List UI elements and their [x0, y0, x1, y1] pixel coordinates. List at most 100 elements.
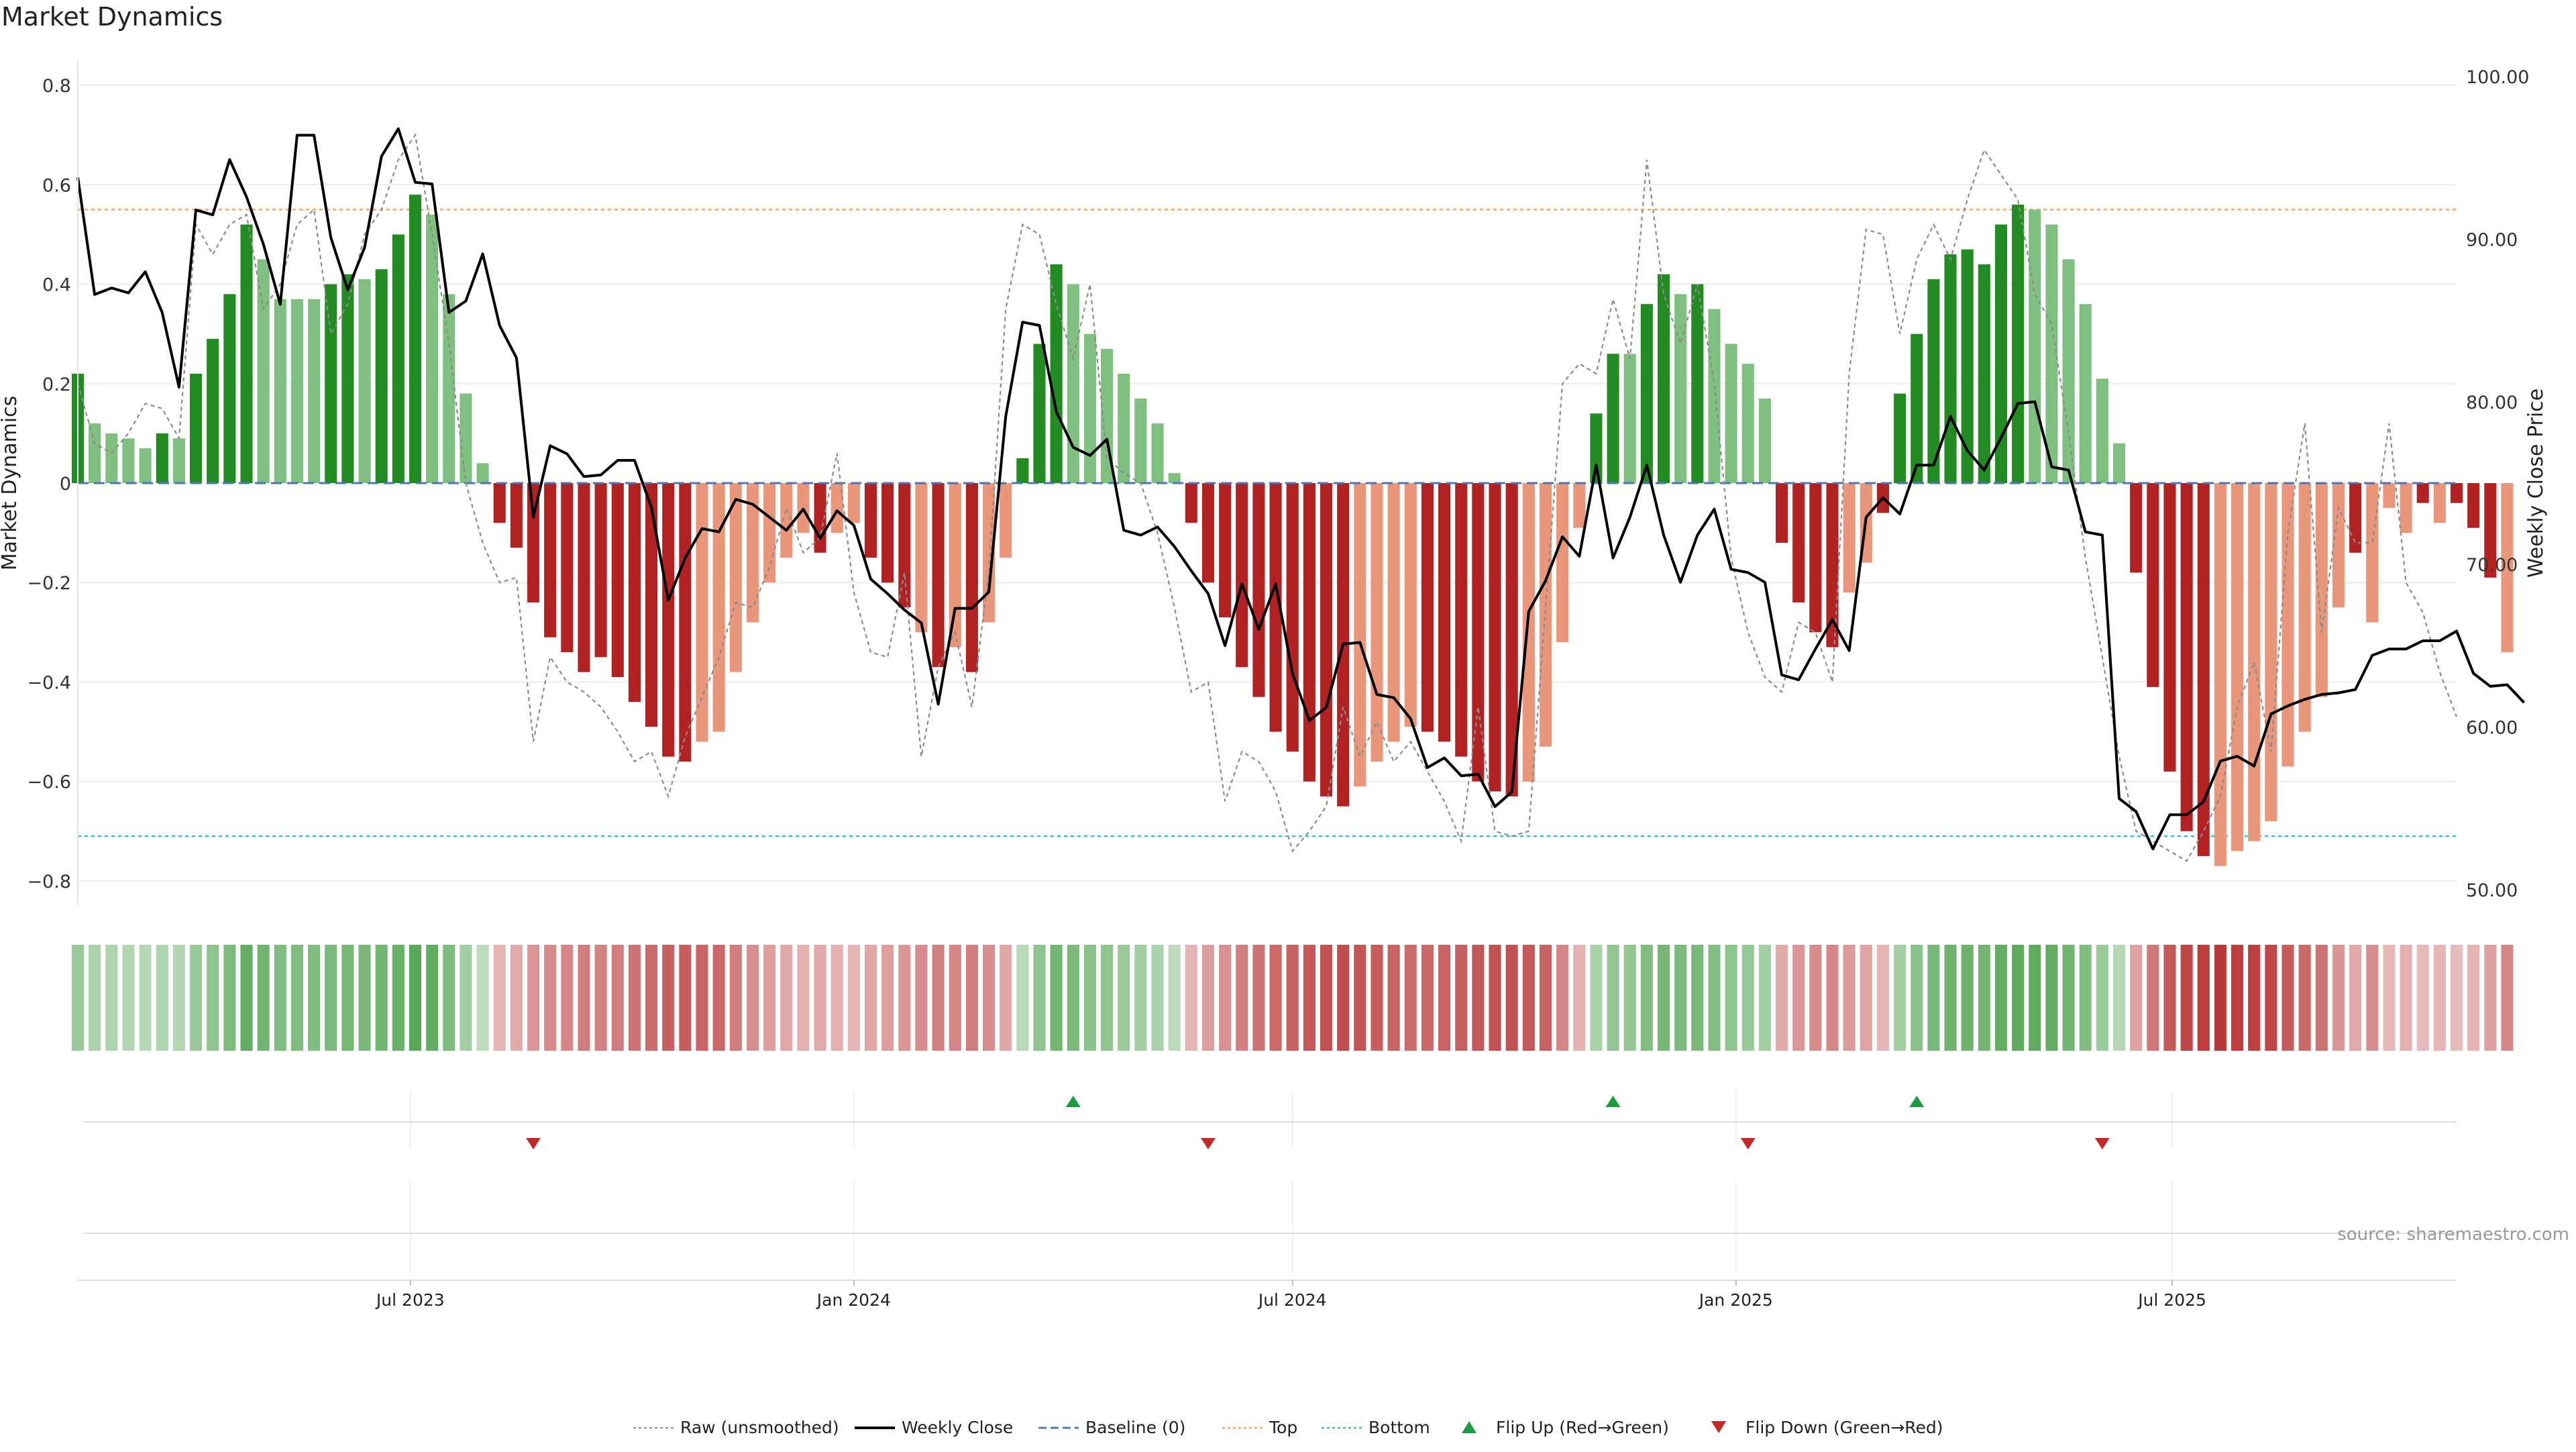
heat-cell	[2130, 945, 2143, 1051]
momentum-bar	[1843, 483, 1856, 593]
heat-cell	[2096, 945, 2108, 1051]
momentum-bar	[662, 483, 675, 757]
momentum-bar	[628, 483, 641, 703]
heat-cell	[2012, 945, 2025, 1051]
heat-cell	[2332, 945, 2345, 1051]
heat-cell	[1590, 945, 1603, 1051]
heat-cell	[1101, 945, 1114, 1051]
legend-label: Top	[1269, 1418, 1297, 1437]
legend-label: Flip Down (Green→Red)	[1746, 1418, 1943, 1437]
axes: Market Dynamics Weekly Close Price 0.8 0.…	[0, 60, 2548, 906]
momentum-bar	[426, 214, 439, 483]
x-tick-label: Jan 2025	[1698, 1290, 1773, 1310]
momentum-bar	[1573, 483, 1586, 528]
line-series	[76, 127, 2526, 862]
heat-cell	[830, 945, 843, 1051]
momentum-bar	[2248, 483, 2261, 841]
raw-line	[76, 133, 2458, 862]
heat-cell	[1657, 945, 1670, 1051]
momentum-bar	[712, 483, 725, 732]
momentum-bar	[122, 438, 135, 483]
heat-cell	[561, 945, 574, 1051]
momentum-bar	[2315, 483, 2328, 697]
heat-cell	[426, 945, 439, 1051]
heat-cell	[1320, 945, 1333, 1051]
heat-cell	[105, 945, 118, 1051]
momentum-bar	[2231, 483, 2244, 851]
momentum-bar	[1118, 373, 1130, 483]
momentum-bar	[1219, 483, 1232, 618]
chart-title: Market Dynamics	[1, 2, 223, 32]
momentum-bar	[1185, 483, 1197, 523]
y-tick-label: −0.6	[27, 772, 71, 793]
heat-cell	[2248, 945, 2261, 1051]
heat-cell	[712, 945, 725, 1051]
heat-cell	[594, 945, 607, 1051]
heat-cell	[443, 945, 455, 1051]
momentum-bar	[89, 423, 101, 483]
heat-cell	[746, 945, 759, 1051]
momentum-bar	[1505, 483, 1518, 796]
momentum-bar	[1033, 344, 1046, 483]
heat-cell	[1286, 945, 1299, 1051]
legend-label: Weekly Close	[902, 1418, 1013, 1437]
heat-cell	[1691, 945, 1704, 1051]
x-axis-ticks: Jul 2023 Jan 2024 Jul 2024 Jan 2025 Jul 2025	[78, 1280, 2457, 1310]
legend-swatch	[1462, 1421, 1477, 1433]
heat-cell	[881, 945, 894, 1051]
heat-cell	[611, 945, 624, 1051]
momentum-bar	[729, 483, 742, 672]
momentum-bar	[2349, 483, 2362, 553]
momentum-bar	[1354, 483, 1366, 787]
momentum-bar	[2433, 483, 2446, 523]
momentum-bar	[274, 299, 286, 483]
momentum-bar	[1455, 483, 1468, 757]
momentum-bar	[375, 269, 388, 483]
momentum-bar	[1303, 483, 1316, 782]
momentum-bar	[1067, 284, 1079, 483]
y-tick-label: 0.4	[42, 275, 71, 296]
x-tick-label: Jul 2025	[2137, 1290, 2206, 1310]
momentum-bar	[949, 483, 961, 647]
heat-cell	[172, 945, 185, 1051]
heat-cell	[2416, 945, 2429, 1051]
heat-cell	[578, 945, 590, 1051]
heat-cell	[1421, 945, 1434, 1051]
heat-cell	[1978, 945, 1990, 1051]
momentum-bar	[1826, 483, 1839, 647]
momentum-bar	[1320, 483, 1333, 796]
momentum-bar	[1691, 284, 1704, 483]
flip-up-marker	[1065, 1096, 1081, 1107]
legend-swatch	[1711, 1421, 1726, 1433]
momentum-bar	[780, 483, 793, 558]
momentum-bar	[915, 483, 928, 633]
heat-cell	[1083, 945, 1096, 1051]
heat-cell	[2467, 945, 2480, 1051]
heat-cell	[662, 945, 675, 1051]
legend-label: Bottom	[1368, 1418, 1430, 1437]
momentum-bar	[1927, 279, 1940, 483]
momentum-bar	[2163, 483, 2176, 772]
heat-cell	[476, 945, 489, 1051]
heat-cell	[1573, 945, 1586, 1051]
momentum-bar	[1472, 483, 1485, 782]
heat-cell	[814, 945, 826, 1051]
y2-axis-label: Weekly Close Price	[2524, 388, 2548, 578]
heat-cell	[341, 945, 354, 1051]
momentum-bar	[1623, 354, 1636, 483]
momentum-bar	[325, 284, 337, 483]
y-axis-label: Market Dynamics	[0, 396, 21, 571]
heat-cell	[1168, 945, 1181, 1051]
heat-cell	[2214, 945, 2226, 1051]
momentum-bar	[2096, 378, 2108, 483]
momentum-bar	[1269, 483, 1282, 732]
heat-cell	[1792, 945, 1805, 1051]
heat-cell	[156, 945, 168, 1051]
momentum-bar	[1371, 483, 1383, 762]
momentum-bar	[1725, 344, 1737, 483]
momentum-bar	[1134, 399, 1147, 483]
momentum-bar	[544, 483, 557, 637]
momentum-bar	[1438, 483, 1451, 742]
momentum-bar	[2214, 483, 2226, 866]
